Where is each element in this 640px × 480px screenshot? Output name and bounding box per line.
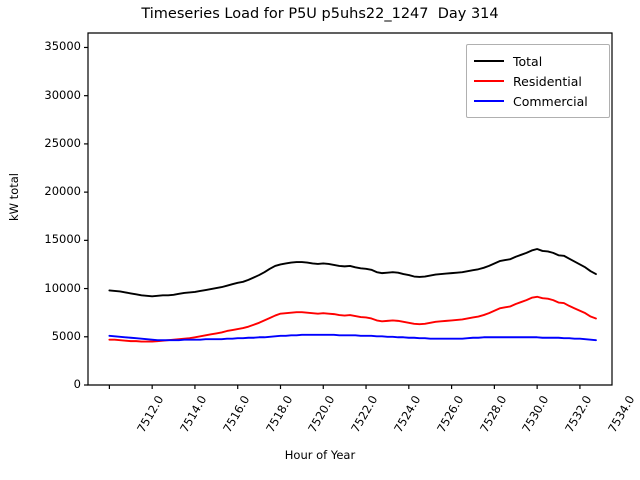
legend-label: Commercial (513, 93, 588, 109)
legend-line-swatch (474, 60, 504, 62)
y-tick-label: 5000 (51, 328, 81, 343)
legend-line-swatch (474, 100, 504, 102)
legend-line-swatch (474, 80, 504, 82)
chart-legend: Total Residential Commercial (466, 44, 610, 118)
series-line-total (108, 248, 597, 298)
axes-spines (87, 32, 613, 386)
y-axis-label: kW total (7, 173, 21, 221)
y-tick-label: 20000 (44, 184, 81, 199)
x-axis-label: Hour of Year (284, 448, 356, 462)
legend-item: Residential (474, 71, 602, 91)
legend-item: Commercial (474, 91, 602, 111)
legend-item: Total (474, 51, 602, 71)
legend-label: Total (513, 53, 543, 69)
chart-title: Timeseries Load for P5U p5uhs22_1247 Day… (141, 6, 499, 22)
y-tick-label: 25000 (44, 135, 81, 150)
y-tick-label: 15000 (44, 232, 81, 247)
legend-label: Residential (513, 73, 582, 89)
series-line-commercial (108, 333, 597, 342)
y-tick-label: 10000 (44, 280, 81, 295)
y-tick-label: 30000 (44, 87, 81, 102)
series-line-residential (108, 295, 597, 343)
y-tick-label: 0 (73, 377, 81, 391)
y-tick-label: 35000 (44, 39, 81, 54)
